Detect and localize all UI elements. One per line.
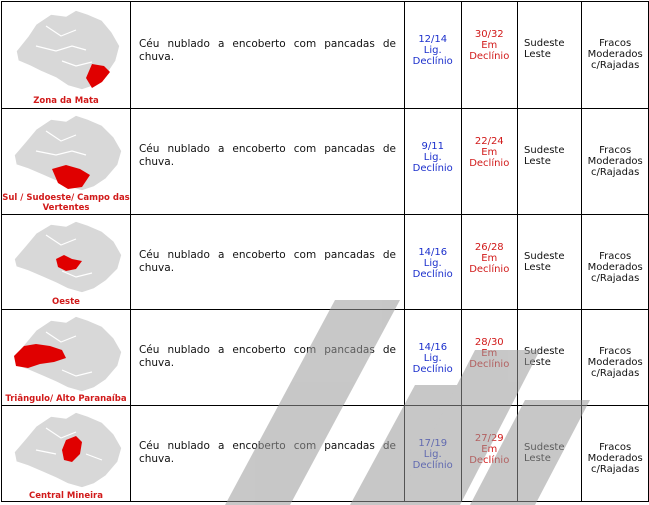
max-temp-value: 26/28: [474, 242, 504, 253]
region-map-cell: Zona da Mata: [1, 1, 131, 109]
wind-direction: Sudeste Leste: [517, 214, 583, 310]
max-temp-cell: 27/29 Em Declínio: [460, 405, 519, 502]
min-temp-trend: Lig. Declínio: [412, 449, 453, 471]
region-label: Triângulo/ Alto Paranaíba: [5, 394, 127, 404]
max-temp-value: 28/30: [474, 337, 504, 348]
region-label: Zona da Mata: [33, 96, 99, 106]
max-temp-cell: 22/24 Em Declínio: [460, 108, 519, 215]
max-temp-cell: 28/30 Em Declínio: [460, 309, 519, 406]
max-temp-trend: Em Declínio: [469, 253, 510, 275]
region-map-cell: Sul / Sudoeste/ Campo das Vertentes: [1, 108, 131, 215]
table-row: Central Mineira Céu nublado a encoberto …: [1, 405, 649, 502]
wind-speed: Fracos Moderados c/Rajadas: [581, 1, 649, 109]
min-temp-value: 9/11: [421, 141, 444, 152]
condition-text: Céu nublado a encoberto com pancadas de …: [129, 1, 405, 109]
min-temp-cell: 9/11 Lig. Declínio: [403, 108, 462, 215]
table-row: Sul / Sudoeste/ Campo das Vertentes Céu …: [1, 108, 649, 215]
table-row: Triângulo/ Alto Paranaíba Céu nublado a …: [1, 309, 649, 406]
wind-direction: Sudeste Leste: [517, 1, 583, 109]
max-temp-trend: Em Declínio: [469, 147, 510, 169]
condition-text: Céu nublado a encoberto com pancadas de …: [129, 108, 405, 215]
min-temp-cell: 12/14 Lig. Declínio: [403, 1, 462, 109]
wind-direction: Sudeste Leste: [517, 108, 583, 215]
max-temp-value: 22/24: [474, 136, 504, 147]
wind-direction: Sudeste Leste: [517, 309, 583, 406]
table-row: Oeste Céu nublado a encoberto com pancad…: [1, 214, 649, 310]
minas-gerais-map-icon: [13, 411, 123, 489]
min-temp-trend: Lig. Declínio: [412, 45, 453, 67]
minas-gerais-map-icon: [15, 9, 121, 91]
minas-gerais-map-icon: [13, 315, 123, 393]
max-temp-value: 30/32: [474, 29, 504, 40]
region-label: Sul / Sudoeste/ Campo das Vertentes: [2, 193, 130, 213]
region-map-cell: Oeste: [1, 214, 131, 310]
minas-gerais-map-icon: [13, 220, 123, 294]
wind-speed: Fracos Moderados c/Rajadas: [581, 309, 649, 406]
max-temp-trend: Em Declínio: [469, 40, 510, 62]
max-temp-trend: Em Declínio: [469, 444, 510, 466]
min-temp-cell: 17/19 Lig. Declínio: [403, 405, 462, 502]
min-temp-trend: Lig. Declínio: [412, 353, 453, 375]
region-map-cell: Central Mineira: [1, 405, 131, 502]
min-temp-cell: 14/16 Lig. Declínio: [403, 214, 462, 310]
condition-text: Céu nublado a encoberto com pancadas de …: [129, 214, 405, 310]
max-temp-cell: 30/32 Em Declínio: [460, 1, 519, 109]
wind-speed: Fracos Moderados c/Rajadas: [581, 405, 649, 502]
max-temp-value: 27/29: [474, 433, 504, 444]
min-temp-cell: 14/16 Lig. Declínio: [403, 309, 462, 406]
min-temp-trend: Lig. Declínio: [412, 152, 453, 174]
max-temp-trend: Em Declínio: [469, 348, 510, 370]
table-row: Zona da Mata Céu nublado a encoberto com…: [1, 1, 649, 109]
minas-gerais-map-icon: [13, 114, 123, 192]
min-temp-value: 14/16: [418, 247, 448, 258]
min-temp-value: 17/19: [418, 438, 448, 449]
region-map-cell: Triângulo/ Alto Paranaíba: [1, 309, 131, 406]
condition-text: Céu nublado a encoberto com pancadas de …: [129, 405, 405, 502]
wind-speed: Fracos Moderados c/Rajadas: [581, 108, 649, 215]
min-temp-value: 14/16: [418, 342, 448, 353]
wind-speed: Fracos Moderados c/Rajadas: [581, 214, 649, 310]
condition-text: Céu nublado a encoberto com pancadas de …: [129, 309, 405, 406]
wind-direction: Sudeste Leste: [517, 405, 583, 502]
region-label: Central Mineira: [29, 491, 103, 501]
min-temp-trend: Lig. Declínio: [412, 258, 453, 280]
region-label: Oeste: [52, 297, 80, 307]
min-temp-value: 12/14: [418, 34, 448, 45]
max-temp-cell: 26/28 Em Declínio: [460, 214, 519, 310]
